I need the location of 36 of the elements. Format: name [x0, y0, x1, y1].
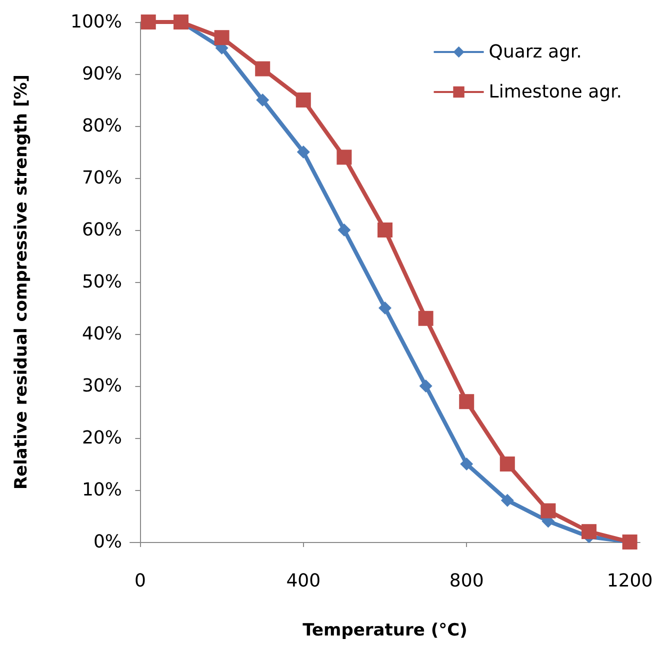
x-tick-label: 400	[286, 570, 321, 592]
x-tick-label: 1200	[606, 570, 653, 592]
x-tick-label: 800	[449, 570, 484, 592]
legend-label: Quarz agr.	[488, 42, 582, 62]
point	[582, 524, 596, 540]
y-tick-label: 30%	[82, 376, 122, 396]
x-axis-title: Temperature (°C)	[302, 620, 468, 640]
x-tick-label: 0	[134, 570, 146, 592]
point	[214, 30, 230, 46]
y-tick-label: 70%	[82, 168, 122, 188]
y-tick-label: 40%	[82, 324, 122, 344]
point	[256, 94, 270, 106]
point	[338, 224, 351, 236]
point	[336, 150, 352, 165]
point	[418, 310, 434, 326]
point	[296, 92, 311, 108]
point	[255, 61, 270, 76]
point	[540, 503, 556, 518]
y-tick-label: 20%	[82, 428, 122, 448]
point	[296, 146, 310, 158]
point	[419, 380, 432, 392]
y-tick-label: 50%	[82, 272, 122, 292]
point	[500, 494, 514, 507]
y-axis-title: Relative residual compressive strength [%]	[12, 74, 32, 490]
point	[378, 302, 392, 314]
point	[459, 394, 474, 410]
y-tick-label: 80%	[82, 116, 122, 136]
y-tick-label: 60%	[82, 220, 122, 240]
point	[378, 222, 392, 238]
y-tick-label: 90%	[82, 64, 122, 84]
point	[460, 458, 474, 470]
legend-label: Limestone agr.	[488, 82, 622, 102]
point	[500, 456, 515, 472]
y-tick-label: 10%	[82, 480, 122, 500]
y-tick-label: 100%	[70, 12, 122, 32]
y-tick-label: 0%	[93, 532, 122, 552]
